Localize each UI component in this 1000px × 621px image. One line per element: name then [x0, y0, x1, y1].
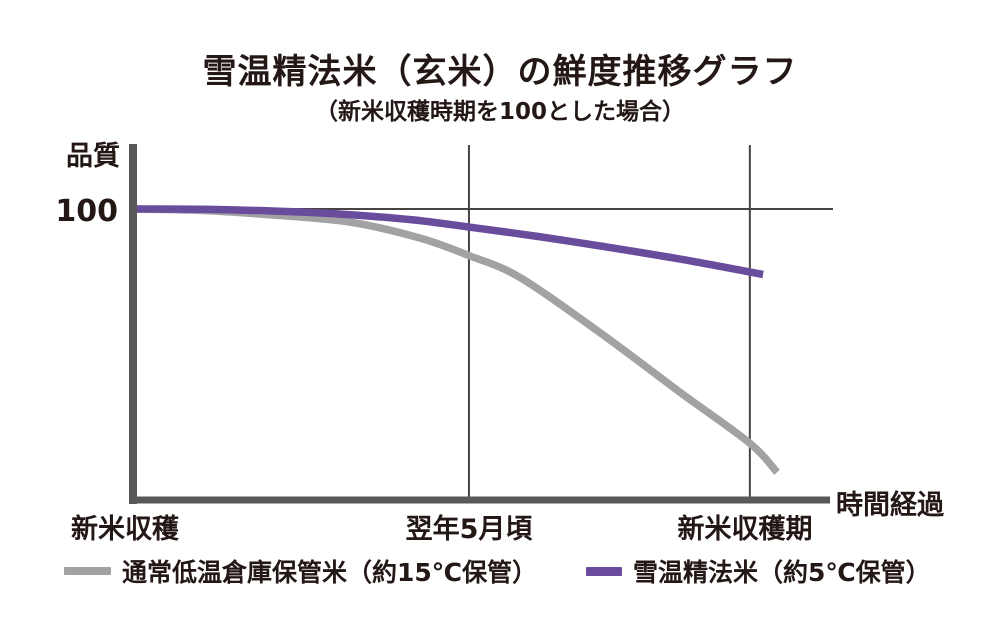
legend-label-normal-storage: 通常低温倉庫保管米（約15℃保管） — [122, 558, 538, 587]
axis-layer — [129, 144, 830, 504]
chart-subtitle: （新米収穫時期を100とした場合） — [314, 99, 685, 125]
x-tick-harvest: 新米収穫 — [71, 514, 179, 545]
y-axis-label: 品質 — [66, 141, 120, 172]
legend-swatch-gray — [64, 567, 111, 575]
y-reference-value: 100 — [55, 194, 118, 229]
legend-label-snow-method: 雪温精法米（約5℃保管） — [633, 558, 931, 587]
legend-swatch-purple — [586, 566, 622, 576]
series-line-gray — [132, 205, 780, 475]
chart-title: 雪温精法米（玄米）の鮮度推移グラフ — [202, 52, 798, 92]
x-axis-label: 時間経過 — [836, 490, 944, 521]
series-line-purple — [132, 205, 764, 279]
line-series-layer — [132, 205, 780, 475]
legend-item-snow-method: 雪温精法米（約5℃保管） — [586, 553, 931, 589]
x-tick-next-harvest: 新米収穫期 — [677, 514, 813, 545]
x-tick-next-may: 翌年5月頃 — [405, 514, 533, 545]
legend-item-normal-storage: 通常低温倉庫保管米（約15℃保管） — [64, 553, 537, 589]
grid-layer — [133, 145, 833, 500]
